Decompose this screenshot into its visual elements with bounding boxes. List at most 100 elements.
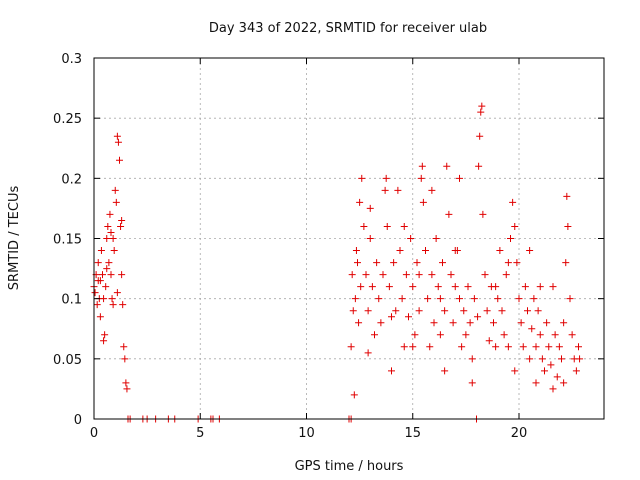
- data-point: [100, 337, 108, 345]
- data-point: [379, 271, 387, 279]
- data-point: [524, 307, 531, 315]
- data-point: [422, 247, 429, 255]
- data-point: [385, 283, 393, 291]
- data-point: [377, 319, 385, 327]
- data-point: [462, 331, 470, 339]
- data-point: [364, 307, 372, 315]
- data-point: [390, 259, 398, 267]
- data-point: [407, 235, 415, 242]
- data-point: [354, 259, 361, 267]
- data-point: [109, 235, 117, 242]
- data-point: [562, 259, 570, 267]
- data-point: [477, 108, 485, 116]
- data-point: [460, 307, 468, 315]
- data-point: [541, 367, 548, 375]
- data-point: [117, 222, 125, 230]
- data-point: [436, 295, 444, 303]
- data-point: [549, 283, 557, 291]
- data-point: [532, 379, 540, 387]
- data-point: [515, 295, 523, 303]
- data-point: [356, 198, 364, 206]
- data-point: [428, 186, 436, 194]
- data-point: [398, 295, 406, 303]
- data-point: [492, 343, 500, 351]
- data-point: [568, 331, 576, 339]
- data-point: [476, 132, 484, 140]
- data-point: [366, 235, 374, 242]
- data-point: [426, 343, 434, 351]
- data-point: [470, 295, 478, 303]
- data-point: [560, 379, 568, 387]
- data-point: [371, 331, 378, 339]
- x-tick-label: 0: [90, 426, 98, 441]
- data-point: [349, 307, 357, 315]
- data-point: [413, 259, 421, 267]
- data-point: [122, 379, 130, 387]
- data-point: [534, 307, 542, 315]
- data-point: [502, 271, 510, 279]
- data-point: [402, 271, 410, 279]
- data-point: [388, 313, 395, 321]
- data-point: [532, 343, 540, 351]
- data-point: [118, 271, 126, 279]
- data-point: [483, 307, 491, 315]
- data-point: [558, 355, 565, 363]
- data-point: [530, 295, 538, 303]
- data-point: [547, 361, 555, 369]
- data-point: [485, 337, 493, 345]
- data-point: [400, 343, 408, 351]
- data-point: [441, 307, 449, 315]
- data-point: [492, 283, 500, 291]
- data-point: [560, 319, 568, 327]
- y-tick-label: 0.1: [61, 293, 82, 308]
- data-point: [536, 331, 544, 339]
- data-point: [466, 319, 474, 327]
- data-point: [396, 247, 404, 255]
- data-point: [434, 283, 442, 291]
- data-point: [118, 216, 126, 224]
- data-point: [504, 259, 512, 267]
- data-point: [479, 210, 487, 218]
- data-point: [436, 331, 444, 339]
- data-point: [415, 307, 423, 315]
- data-point: [114, 138, 122, 146]
- data-point: [96, 313, 104, 321]
- data-point: [99, 271, 106, 279]
- data-point: [94, 277, 102, 285]
- data-point: [417, 174, 425, 182]
- data-point: [350, 391, 358, 399]
- data-point: [418, 162, 426, 170]
- data-point: [451, 247, 459, 255]
- data-point: [360, 222, 368, 230]
- data-point: [101, 331, 109, 339]
- data-point: [549, 385, 557, 393]
- data-point: [572, 367, 580, 375]
- data-point: [409, 343, 417, 351]
- data-point: [392, 307, 400, 315]
- data-point: [111, 186, 119, 194]
- data-point: [517, 319, 525, 327]
- data-point: [468, 355, 476, 363]
- data-point: [113, 132, 121, 140]
- data-point: [351, 295, 359, 303]
- data-point: [468, 379, 476, 387]
- data-point: [519, 343, 527, 351]
- data-point: [430, 319, 438, 327]
- data-point: [445, 210, 453, 218]
- data-point: [521, 283, 529, 291]
- data-point: [464, 283, 472, 291]
- data-point: [449, 319, 457, 327]
- data-point: [513, 259, 521, 267]
- data-point: [373, 259, 381, 267]
- data-point: [511, 367, 519, 375]
- data-point: [352, 247, 360, 255]
- data-point: [348, 271, 356, 279]
- data-point: [498, 307, 506, 315]
- data-point: [347, 343, 355, 351]
- data-point: [375, 295, 383, 303]
- data-point: [424, 295, 432, 303]
- data-point: [538, 355, 546, 363]
- data-point: [490, 319, 497, 327]
- data-point: [507, 235, 514, 242]
